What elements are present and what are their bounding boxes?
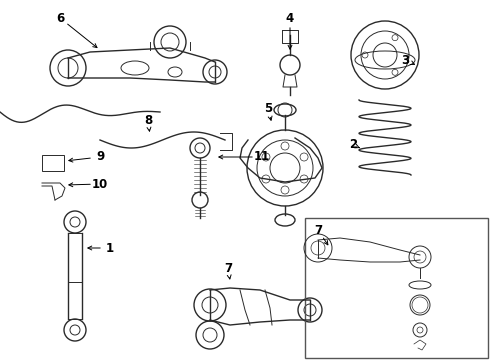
Text: 6: 6 [56, 12, 64, 24]
Text: 7: 7 [314, 224, 322, 237]
Text: 1: 1 [106, 242, 114, 255]
Bar [42, 155, 64, 171]
Text: 2: 2 [349, 139, 357, 152]
Text: 4: 4 [286, 12, 294, 24]
Text: 10: 10 [92, 177, 108, 190]
Text: 9: 9 [96, 150, 104, 163]
Text: 7: 7 [224, 261, 232, 274]
Text: 11: 11 [254, 150, 270, 163]
Bar [305, 218, 488, 358]
Text: 3: 3 [401, 54, 409, 67]
Text: 5: 5 [264, 102, 272, 114]
Text: 8: 8 [144, 113, 152, 126]
